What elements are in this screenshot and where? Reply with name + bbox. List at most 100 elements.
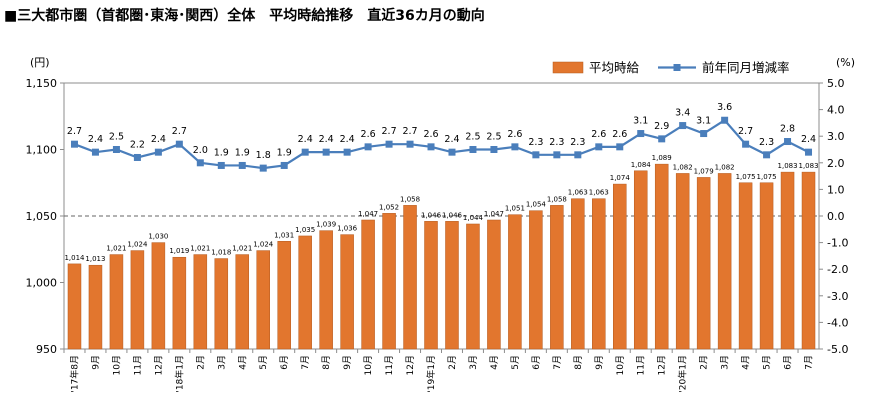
bar-data-label: 1,058: [400, 195, 420, 203]
bar-data-label: 1,083: [778, 162, 798, 170]
bar: [214, 258, 229, 350]
line-data-label: 2.4: [88, 134, 103, 145]
bar-data-label: 1,074: [610, 174, 631, 182]
chart-title: ■三大都市圏（首都圏･東海･関西）全体 平均時給推移 直近36カ月の動向: [4, 8, 485, 24]
x-axis-tick-label: 8月: [321, 355, 332, 370]
line-marker: [448, 148, 456, 156]
line-data-label: 2.4: [319, 134, 334, 145]
x-axis-tick-label: 2月: [447, 355, 458, 370]
line-data-label: 1.9: [214, 147, 229, 158]
right-axis-tick-label: -2.0: [827, 263, 848, 276]
line-marker: [70, 140, 78, 148]
x-axis-tick-label: 8月: [573, 355, 584, 370]
x-axis-tick-label: 3月: [720, 355, 731, 370]
line-marker: [154, 148, 162, 156]
x-axis: '17年8月 9月 10月 11月 12月 '18年1月 2月 3月 4月 5月 6月 7月 8月 9月 1…: [63, 349, 815, 393]
line-marker: [322, 148, 330, 156]
bar: [235, 254, 250, 350]
line-marker: [490, 146, 498, 153]
left-axis-unit: (円): [30, 56, 50, 69]
line-marker: [385, 140, 393, 148]
x-axis-tick-label: 7月: [804, 355, 815, 370]
bar: [277, 241, 291, 350]
x-axis-tick-label: 10月: [111, 355, 122, 375]
line-marker: [469, 146, 477, 153]
line-marker: [763, 151, 771, 159]
line-data-label: 3.4: [675, 108, 690, 119]
line-marker: [511, 143, 519, 151]
bar-data-label: 1,046: [421, 211, 442, 219]
bar-data-label: 1,014: [64, 254, 85, 262]
bar-data-label: 1,019: [169, 247, 189, 255]
line-marker: [784, 138, 792, 146]
line-data-labels: 2.7 2.4 2.5 2.2 2.4 2.7 2.0 1.9 1.9 1.8 1.9 2.4 2.4 2…: [67, 102, 816, 161]
line-marker: [616, 143, 624, 151]
line-data-label: 2.5: [465, 132, 480, 143]
bar-data-label: 1,063: [568, 189, 588, 197]
x-axis-tick-label: 3月: [468, 355, 479, 370]
bar-data-label: 1,075: [736, 173, 756, 181]
right-axis: (%) -5.0 -4.0 -3.0 -2.0 -1.0 0.0 1.0 2.0 3.0 4.0 5.…: [819, 56, 855, 356]
left-axis-tick-label: 1,100: [26, 144, 58, 157]
x-axis-tick-label: 12月: [405, 355, 416, 375]
bar: [780, 171, 795, 350]
line-marker: [217, 161, 225, 169]
line-data-label: 3.1: [633, 116, 648, 127]
bar: [550, 205, 564, 350]
bar-data-label: 1,013: [85, 255, 105, 263]
line-marker: [196, 159, 204, 167]
x-axis-tick-label: 3月: [216, 355, 227, 370]
line-data-label: 2.4: [298, 134, 313, 145]
x-axis-tick-label: 5月: [762, 355, 773, 370]
bar-data-label: 1,075: [757, 173, 777, 181]
bar-data-label: 1,036: [337, 225, 358, 233]
line-marker: [721, 116, 729, 124]
bar-data-label: 1,083: [798, 162, 818, 170]
line-data-label: 2.3: [570, 137, 585, 148]
bar: [109, 254, 124, 350]
bar-data-label: 1,021: [232, 245, 252, 253]
left-axis-tick-label: 1,150: [26, 77, 58, 90]
line-marker: [91, 148, 99, 156]
bar: [508, 214, 522, 350]
bar: [172, 256, 187, 350]
line-data-label: 2.3: [528, 137, 543, 148]
x-axis-tick-label: 5月: [258, 355, 269, 370]
line-marker: [112, 146, 120, 153]
x-axis-tick-label: 4月: [237, 355, 248, 370]
right-axis-tick-label: 1.0: [827, 183, 845, 196]
bar: [738, 182, 753, 350]
legend: 平均時給 前年同月増減率: [552, 60, 790, 75]
right-axis-tick-label: 0.0: [827, 210, 845, 223]
bar-data-label: 1,044: [463, 214, 484, 222]
bar: [696, 177, 711, 350]
bar: [319, 230, 333, 350]
line-marker: [280, 161, 288, 169]
line-data-label: 3.6: [717, 102, 732, 113]
bar: [424, 221, 438, 350]
line-marker: [658, 135, 666, 143]
line-marker: [700, 130, 708, 138]
x-axis-tick-label: '17年8月: [68, 355, 80, 393]
right-axis-tick-label: 4.0: [827, 104, 845, 117]
line-marker: [406, 140, 414, 148]
x-axis-tick-label: 9月: [594, 355, 605, 370]
x-axis-tick-label: '18年1月: [173, 355, 185, 393]
x-axis-tick-label: 12月: [657, 355, 668, 375]
right-axis-tick-label: 2.0: [827, 157, 845, 170]
bar: [613, 183, 627, 350]
right-axis-tick-label: -4.0: [827, 316, 848, 329]
line-data-label: 2.2: [130, 139, 145, 150]
bar: [298, 235, 312, 350]
line-marker: [175, 140, 183, 148]
bar-series: [67, 163, 816, 350]
x-axis-tick-label: 9月: [342, 355, 353, 370]
line-data-label: 2.7: [738, 126, 753, 137]
line-data-label: 2.4: [340, 134, 355, 145]
bar: [382, 213, 396, 350]
line-marker: [742, 140, 750, 148]
bar: [717, 173, 732, 350]
line-data-label: 2.0: [193, 145, 208, 156]
right-axis-unit: (%): [836, 56, 855, 69]
